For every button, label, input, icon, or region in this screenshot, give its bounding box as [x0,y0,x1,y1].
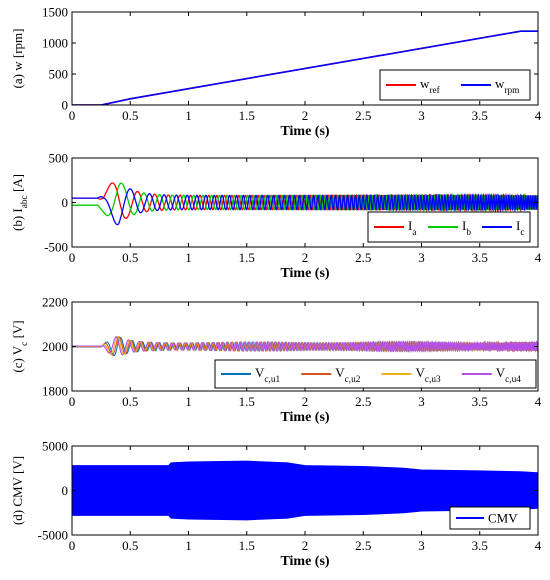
legend-d: CMV [449,506,531,530]
x-tick-label: 3.5 [472,538,488,553]
x-tick-label: 4 [535,394,542,409]
y-tick-label: 1000 [42,36,68,51]
y-tick-label: 500 [49,67,69,82]
plot-area-c [72,336,538,357]
y-axis-label: (b) Iabc [A] [10,174,30,231]
legend-label: Vc,u3 [416,365,442,385]
y-tick-label: 0 [62,195,69,210]
x-tick-label: 0 [69,394,76,409]
y-axis-label: (a) w [rpm] [10,29,25,89]
x-tick-label: 3.5 [472,108,488,123]
legend-label: Ic [516,218,525,238]
x-axis-label: Time (s) [280,124,329,139]
x-tick-label: 1.5 [239,538,255,553]
legend-label: Vc,u2 [335,365,361,385]
plot-area-d [72,460,538,521]
legend-label: Ib [462,218,471,238]
y-tick-label: -5000 [38,528,68,543]
y-tick-label: -500 [44,240,68,255]
x-tick-label: 1 [185,250,192,265]
legend-label: Vc,u4 [496,365,522,385]
x-axis-label: Time (s) [280,266,329,281]
x-tick-label: 2 [302,538,309,553]
x-tick-label: 2.5 [355,394,371,409]
x-axis-label: Time (s) [280,410,329,425]
x-tick-label: 0 [69,250,76,265]
x-tick-label: 2.5 [355,538,371,553]
legend-label: CMV [488,511,518,526]
y-tick-label: 5000 [42,439,68,454]
x-tick-label: 3 [418,108,425,123]
x-tick-label: 2 [302,250,309,265]
legend-box [449,506,531,530]
x-tick-label: 1 [185,394,192,409]
x-tick-label: 0 [69,108,76,123]
x-tick-label: 3 [418,250,425,265]
y-tick-label: 1500 [42,5,68,20]
x-tick-label: 3 [418,394,425,409]
x-tick-label: 2.5 [355,108,371,123]
x-tick-label: 1 [185,108,192,123]
y-tick-label: 1800 [42,384,68,399]
series-line-c,u4 [72,336,538,356]
x-tick-label: 3.5 [472,250,488,265]
y-tick-label: 2000 [42,339,68,354]
x-tick-label: 4 [535,108,542,123]
x-tick-label: 0.5 [122,250,138,265]
y-axis-label: (d) CMV [V] [10,456,25,525]
x-tick-label: 0 [69,538,76,553]
y-tick-label: 2200 [42,295,68,310]
legend-c: Vc,u1 Vc,u2 Vc,u3 Vc,u4 [214,359,537,389]
legend-label: Vc,u1 [255,365,281,385]
legend-label: wref [420,76,441,96]
x-tick-label: 4 [535,250,542,265]
x-tick-label: 2 [302,394,309,409]
series-band-cmv [72,460,538,521]
x-tick-label: 2 [302,108,309,123]
plot-area-a [72,30,538,105]
legend-b: Ia Ib Ic [367,211,531,243]
legend-label: wrpm [495,76,520,96]
x-tick-label: 1.5 [239,394,255,409]
x-axis-label: Time (s) [280,554,329,569]
x-tick-label: 3.5 [472,394,488,409]
x-tick-label: 0.5 [122,394,138,409]
y-tick-label: 0 [62,98,69,113]
x-tick-label: 4 [535,538,542,553]
legend-label: Ia [408,218,417,238]
legend-a: wref wrpm [379,69,531,101]
y-axis-label: (c) Vc [V] [10,320,30,372]
panel-c: 0 0.5 1 1.5 2 2.5 3 3.5 4 1800 2000 2200 Time (s) (c)… [10,295,542,426]
series-line-rpm [72,30,538,105]
x-tick-label: 0.5 [122,538,138,553]
x-tick-label: 2.5 [355,250,371,265]
x-tick-label: 1.5 [239,250,255,265]
x-tick-label: 0.5 [122,108,138,123]
y-tick-label: 0 [62,483,69,498]
series-line-c [72,188,538,226]
x-tick-label: 1 [185,538,192,553]
panel-a: 0 0.5 1 1.5 2 2.5 3 3.5 4 0 500 1000 1500 Time (s) (a)… [10,5,542,140]
x-tick-label: 1.5 [239,108,255,123]
x-tick-label: 3 [418,538,425,553]
plot-area-b [72,182,538,226]
y-tick-label: 500 [49,151,69,166]
